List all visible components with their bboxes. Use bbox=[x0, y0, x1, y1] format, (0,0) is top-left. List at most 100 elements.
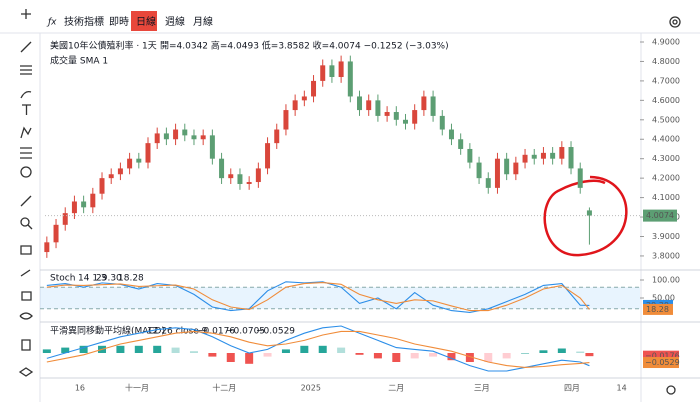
candle-body bbox=[182, 129, 188, 136]
macd-hist-value: −0.0176 bbox=[196, 327, 235, 337]
x-tick-label: 十二月 bbox=[212, 383, 236, 393]
histogram-bar bbox=[318, 345, 327, 353]
chart-title: 美國10年公債殖利率 · 1天 bbox=[50, 40, 157, 52]
candle-body bbox=[200, 135, 206, 140]
y-tick-label: 4.7000 bbox=[652, 76, 680, 85]
reset-icon[interactable] bbox=[666, 385, 676, 395]
histogram-bar bbox=[429, 353, 438, 357]
candle-body bbox=[311, 80, 317, 97]
candle-body bbox=[329, 65, 335, 78]
histogram-bar bbox=[79, 345, 88, 353]
indicator-icon[interactable]: ƒx bbox=[46, 18, 57, 28]
candle-body bbox=[246, 182, 252, 184]
candle-body bbox=[145, 143, 151, 163]
histogram-bar bbox=[557, 348, 566, 353]
value-badge: −0.0529 bbox=[645, 358, 680, 367]
y-tick-label: 4.4000 bbox=[652, 135, 680, 144]
stoch-band bbox=[40, 287, 640, 309]
x-tick-label: 三月 bbox=[474, 384, 490, 393]
y-tick-label: 3.9000 bbox=[652, 232, 680, 241]
y-tick-label: 4.9000 bbox=[652, 38, 680, 47]
candle-body bbox=[421, 96, 427, 111]
candle-body bbox=[173, 129, 179, 140]
stoch-d-value: 18.28 bbox=[118, 274, 144, 284]
toolbar-item[interactable]: 日線 bbox=[136, 15, 156, 28]
y-tick-label: 100.00 bbox=[652, 276, 680, 285]
indicator-line bbox=[46, 330, 590, 368]
candle-body bbox=[338, 61, 344, 78]
candle-body bbox=[476, 162, 482, 179]
toolbar-item[interactable]: 技術指標 bbox=[64, 15, 104, 28]
candle-body bbox=[366, 100, 372, 111]
histogram-bar bbox=[153, 345, 162, 353]
histogram-bar bbox=[484, 353, 493, 362]
y-tick-label: 4.8000 bbox=[652, 57, 680, 66]
candle-body bbox=[228, 174, 234, 179]
histogram-bar bbox=[226, 353, 235, 362]
histogram-bar bbox=[337, 347, 346, 353]
x-tick-label: 2025 bbox=[301, 384, 321, 393]
candle-body bbox=[439, 115, 445, 130]
stoch-title: Stoch bbox=[50, 274, 75, 284]
indicator-line bbox=[46, 325, 590, 372]
histogram-bar bbox=[263, 353, 272, 357]
candle-body bbox=[283, 110, 289, 130]
value-badge-bg bbox=[643, 303, 673, 315]
candle-body bbox=[375, 100, 381, 116]
value-badge: 18.28 bbox=[646, 305, 669, 314]
histogram-bar bbox=[392, 353, 401, 362]
x-tick-label: 十一月 bbox=[125, 383, 149, 393]
toolbar-item[interactable]: 週線 bbox=[165, 15, 185, 28]
y-tick-label: 4.3000 bbox=[652, 154, 680, 163]
candle-body bbox=[504, 158, 510, 175]
candle-body bbox=[301, 96, 307, 101]
candle-body bbox=[191, 135, 197, 140]
histogram-bar bbox=[281, 349, 290, 353]
histogram-bar bbox=[576, 351, 585, 353]
indicator-line bbox=[46, 281, 590, 312]
candle-body bbox=[559, 147, 565, 159]
candle-body bbox=[274, 129, 280, 144]
settings-icon[interactable] bbox=[669, 16, 681, 28]
macd-line-value: −0.0705 bbox=[226, 327, 265, 337]
histogram-bar bbox=[355, 353, 364, 355]
y-tick-label: 4.6000 bbox=[652, 96, 680, 105]
last-price-badge-bg bbox=[643, 209, 677, 222]
annotation-circle bbox=[543, 175, 628, 257]
y-tick-label: 4.1000 bbox=[652, 193, 680, 202]
y-tick-label: 50.00 bbox=[652, 294, 675, 303]
candle-body bbox=[53, 224, 59, 243]
crosshair-icon[interactable] bbox=[21, 9, 31, 19]
histogram-bar bbox=[300, 345, 309, 353]
candle-body bbox=[90, 193, 96, 208]
macd-signal-value: −0.0529 bbox=[256, 327, 295, 337]
toolbar-item[interactable]: 月線 bbox=[193, 15, 213, 28]
toolbar-item[interactable]: 即時 bbox=[109, 16, 129, 28]
candle-body bbox=[81, 201, 87, 208]
histogram-bar bbox=[61, 347, 70, 353]
histogram-bar bbox=[539, 350, 548, 353]
histogram-bar bbox=[585, 353, 594, 357]
value-badge-bg bbox=[643, 357, 679, 369]
value-badge: −0.0176 bbox=[645, 352, 680, 361]
histogram-bar bbox=[410, 353, 419, 359]
y-tick-label: 4.5000 bbox=[652, 115, 680, 124]
stoch-k-value: 29.30 bbox=[96, 274, 122, 284]
candle-body bbox=[357, 96, 363, 111]
candle-body bbox=[513, 162, 519, 175]
x-tick-label: 14 bbox=[617, 384, 627, 393]
x-tick-label: 16 bbox=[75, 384, 85, 393]
candle-body bbox=[219, 158, 225, 179]
candle-body bbox=[568, 147, 574, 169]
candle-body bbox=[99, 178, 105, 194]
last-price-badge: 4.0074 bbox=[646, 211, 674, 220]
candle-body bbox=[292, 100, 298, 111]
macd-params: 12 26 close 9 bbox=[147, 327, 208, 337]
histogram-bar bbox=[502, 353, 511, 359]
histogram-bar bbox=[447, 353, 456, 361]
histogram-bar bbox=[134, 345, 143, 353]
x-tick-label: 四月 bbox=[564, 384, 580, 393]
histogram-bar bbox=[171, 347, 180, 353]
drawing-tools[interactable] bbox=[18, 41, 34, 377]
